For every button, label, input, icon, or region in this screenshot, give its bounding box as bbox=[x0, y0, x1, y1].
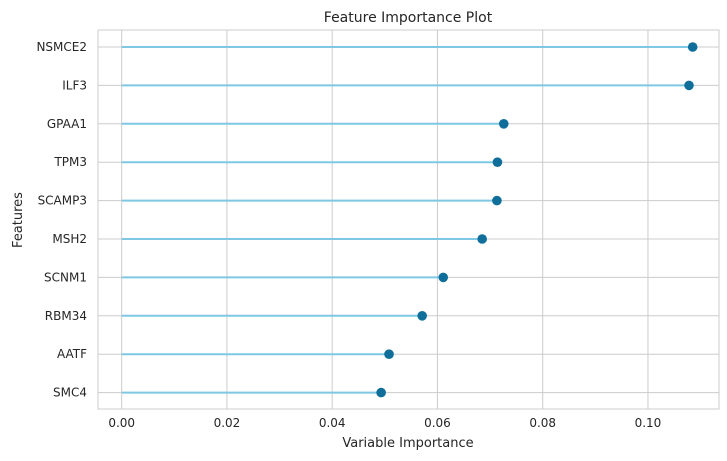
x-tick-label: 0.10 bbox=[635, 416, 662, 430]
y-tick-label-scamp3: SCAMP3 bbox=[38, 194, 87, 208]
marker-rbm34 bbox=[417, 311, 427, 321]
y-tick-label-msh2: MSH2 bbox=[52, 232, 87, 246]
x-tick-label: 0.00 bbox=[108, 416, 135, 430]
y-tick-label-aatf: AATF bbox=[57, 347, 87, 361]
y-tick-label-tpm3: TPM3 bbox=[53, 155, 87, 169]
x-axis-label: Variable Importance bbox=[342, 436, 473, 451]
x-tick-label: 0.04 bbox=[319, 416, 346, 430]
y-tick-label-scnm1: SCNM1 bbox=[44, 270, 87, 284]
x-axis-ticks: 0.00 0.02 0.04 0.06 0.08 0.10 bbox=[108, 416, 661, 430]
marker-scnm1 bbox=[438, 272, 449, 283]
y-tick-label-ilf3: ILF3 bbox=[62, 78, 87, 92]
chart-title: Feature Importance Plot bbox=[324, 10, 493, 26]
marker-nsmce2 bbox=[687, 42, 698, 52]
y-axis-label: Features bbox=[11, 192, 26, 248]
x-tick-label: 0.02 bbox=[214, 416, 241, 430]
marker-msh2 bbox=[477, 234, 487, 244]
x-tick-label: 0.06 bbox=[424, 416, 451, 430]
lollipop-marks bbox=[121, 42, 698, 398]
y-axis-ticks: NSMCE2 ILF3 GPAA1 TPM3 SCAMP3 MSH2 SCNM1 RBM34 A… bbox=[36, 40, 87, 400]
y-tick-label-rbm34: RBM34 bbox=[45, 309, 87, 323]
marker-scamp3 bbox=[492, 195, 502, 206]
y-tick-label-gpaa1: GPAA1 bbox=[47, 117, 87, 131]
y-tick-label-nsmce2: NSMCE2 bbox=[36, 40, 87, 54]
y-tick-label-smc4: SMC4 bbox=[53, 386, 87, 400]
marker-gpaa1 bbox=[498, 119, 509, 129]
plot-frame bbox=[97, 29, 720, 410]
x-tick-label: 0.08 bbox=[529, 416, 556, 430]
marker-aatf bbox=[384, 349, 394, 360]
grid-lines bbox=[98, 30, 719, 409]
marker-ilf3 bbox=[684, 80, 694, 91]
marker-smc4 bbox=[376, 387, 386, 398]
marker-tpm3 bbox=[492, 157, 503, 167]
